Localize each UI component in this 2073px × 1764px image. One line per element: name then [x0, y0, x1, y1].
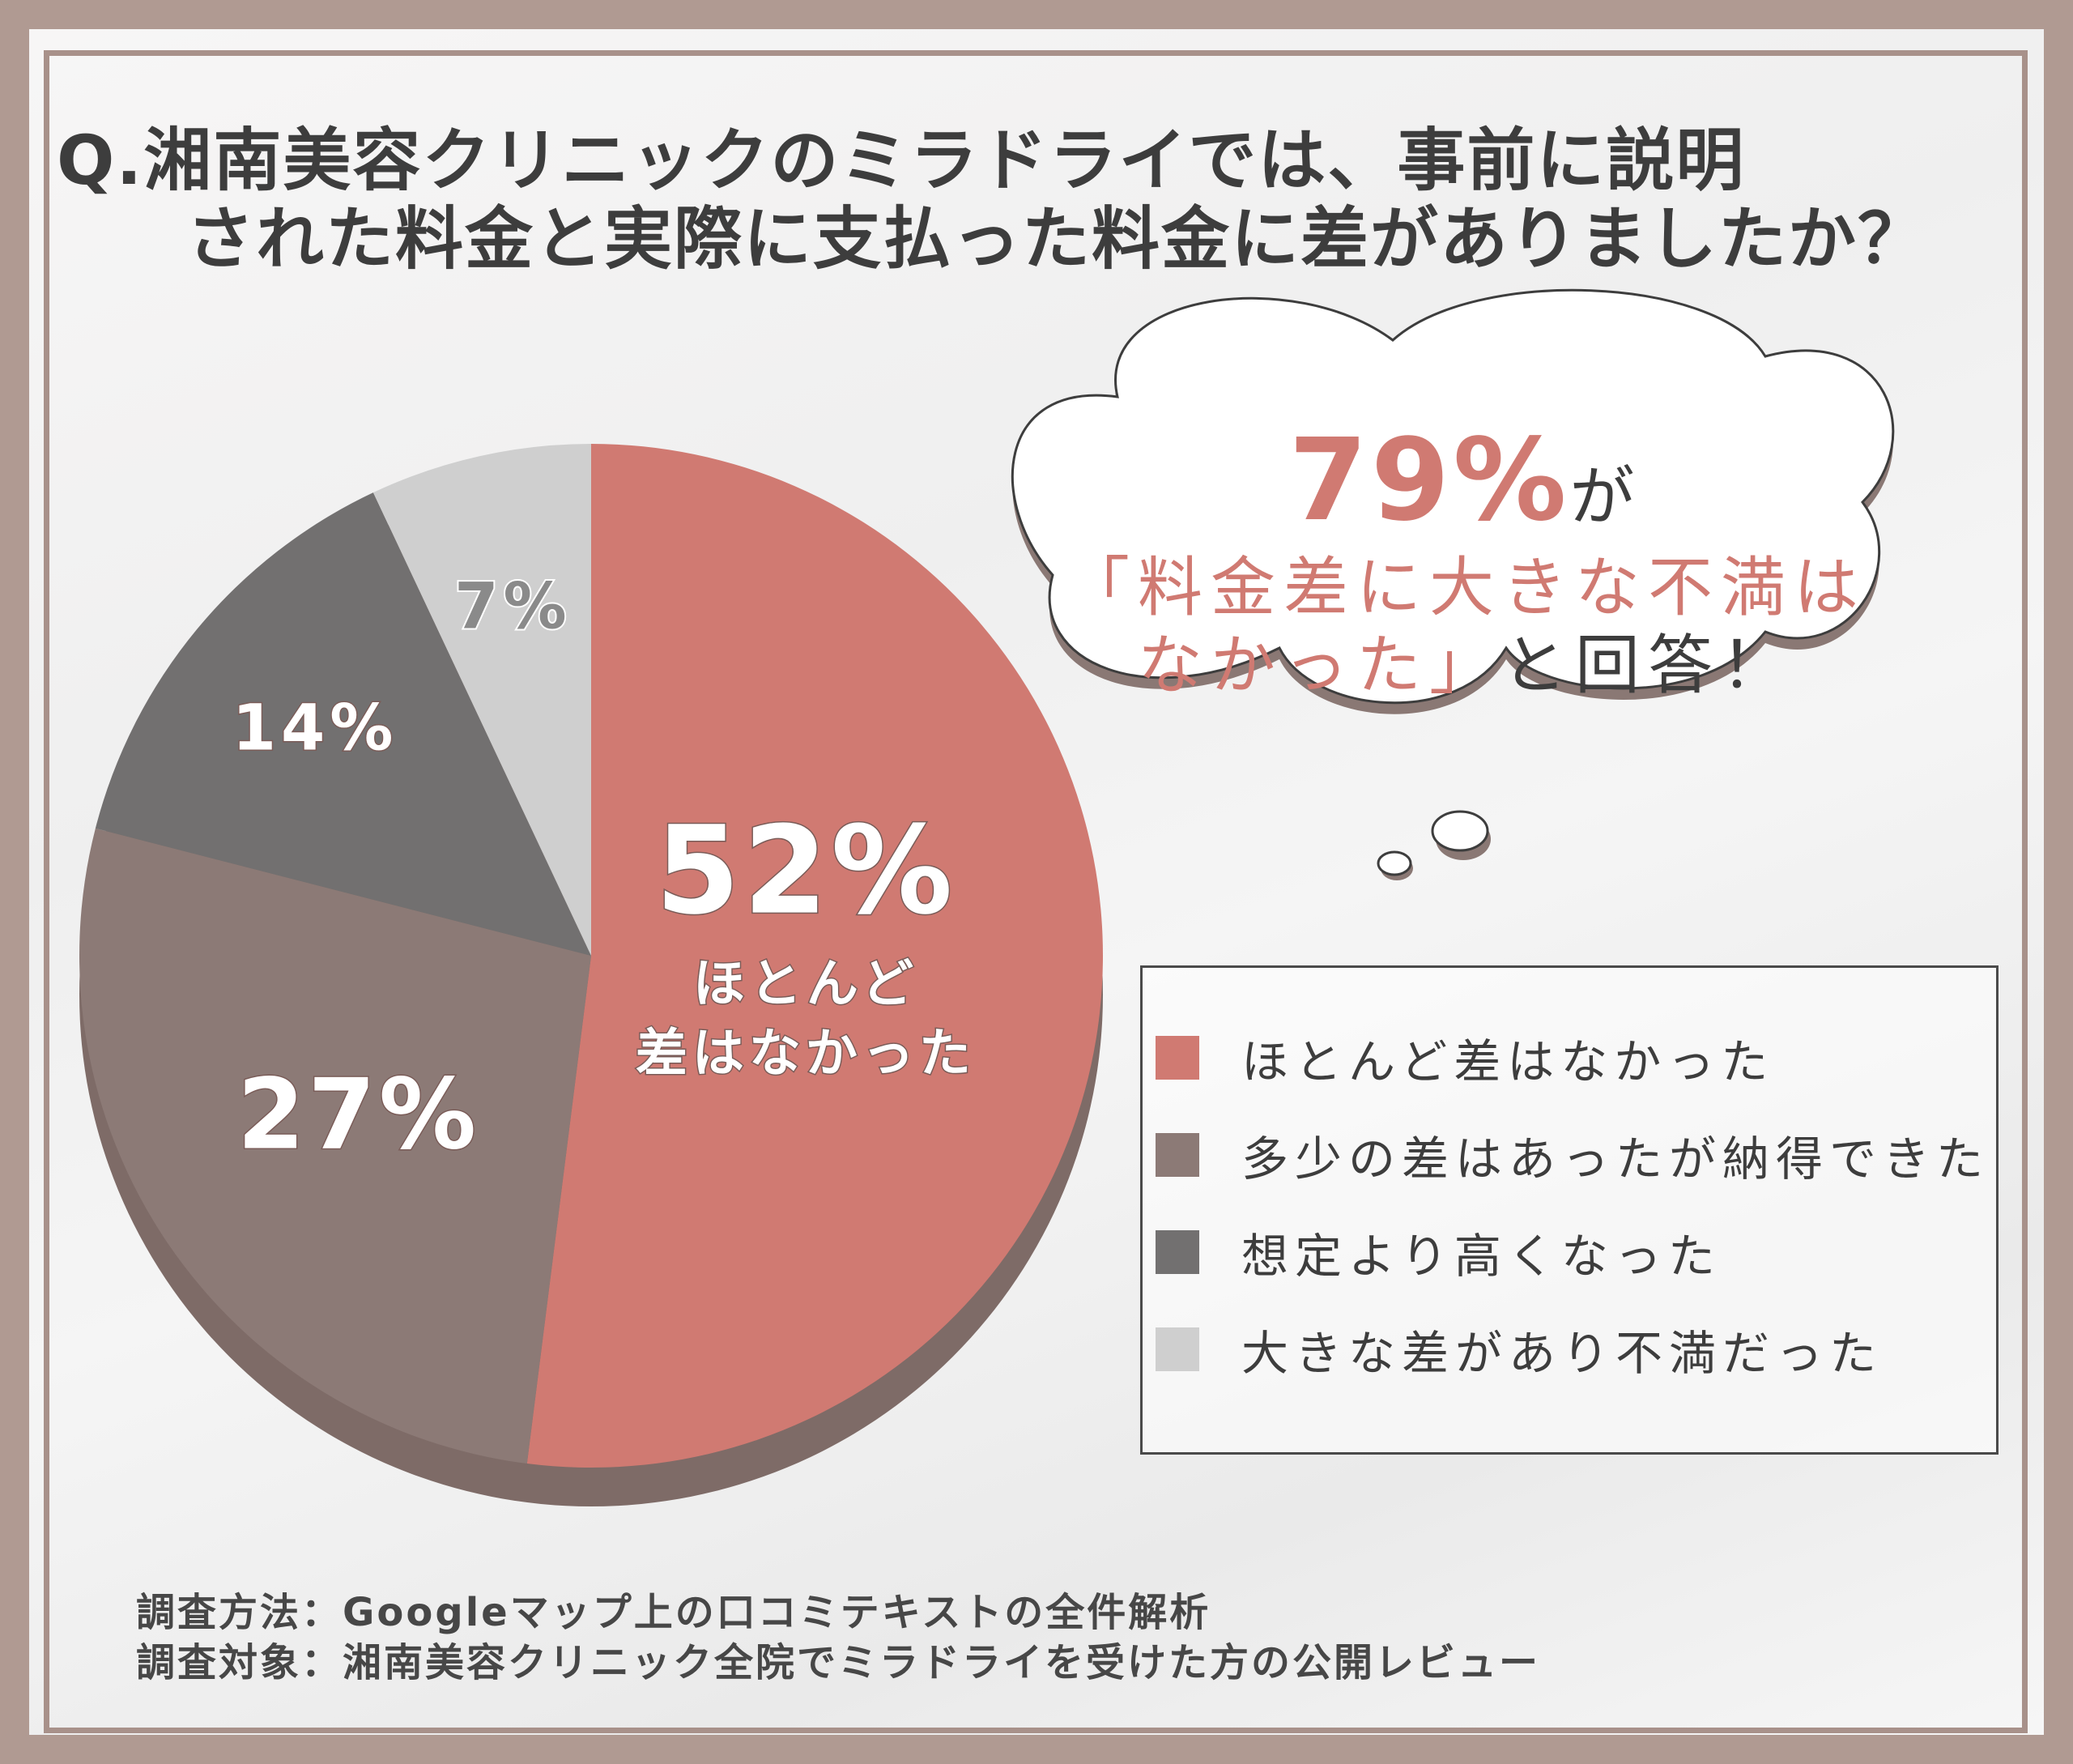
survey-footer: 調査方法：Googleマップ上の口コミテキストの全件解析 調査対象：湘南美容クリ…	[136, 1587, 1540, 1689]
card-frame	[44, 50, 2028, 1733]
question-title: Q.湘南美容クリニックのミラドライでは、事前に説明 された料金と実際に支払った料…	[57, 121, 2000, 279]
bubble-body	[1011, 288, 1895, 705]
callout-quote-line2: なかった」	[1138, 628, 1502, 703]
survey-method: 調査方法：Googleマップ上の口コミテキストの全件解析	[136, 1590, 1211, 1635]
pie-slice-1	[79, 828, 592, 1464]
legend-label-3: 大きな差があり不満だった	[1241, 1326, 1884, 1381]
callout-ga: が	[1569, 459, 1643, 535]
survey-target: 調査対象：湘南美容クリニック全院でミラドライを受けた方の公開レビュー	[136, 1640, 1541, 1686]
legend-label-2: 想定より高くなった	[1241, 1229, 1722, 1284]
pie-slice-0	[526, 444, 1103, 1468]
legend-item-3: 大きな差があり不満だった	[1156, 1321, 1883, 1381]
callout-percent: 79%	[1288, 415, 1570, 547]
question-title-line2: された料金と実際に支払った料金に差がありましたか？	[186, 199, 1928, 279]
question-title-line1: Q.湘南美容クリニックのミラドライでは、事前に説明	[57, 121, 1746, 200]
legend-swatch-1	[1156, 1133, 1199, 1177]
callout-quote-line1: 「料金差に大きな不満は	[1065, 550, 1867, 625]
pie-sublabel-0-0: ほとんど	[693, 955, 918, 1015]
pie-sublabel-0-1: 差はなかった	[636, 1025, 976, 1084]
legend-item-0: ほとんど差はなかった	[1156, 1029, 1774, 1089]
callout-text: 79%が 「料金差に大きな不満は なかった」と回答！	[1036, 413, 1895, 705]
callout-tail: と回答！	[1502, 628, 1794, 703]
legend-swatch-2	[1156, 1230, 1199, 1274]
legend-swatch-3	[1156, 1327, 1199, 1371]
pie-label-2: 14%	[232, 692, 398, 765]
pie-label-0: 52%	[655, 801, 956, 942]
bubble-dot-small	[1377, 850, 1412, 876]
legend-swatch-0	[1156, 1036, 1199, 1080]
legend-label-0: ほとんど差はなかった	[1241, 1034, 1775, 1089]
pie-label-1: 27%	[237, 1059, 479, 1171]
pie-slice-2	[95, 492, 591, 956]
bubble-dot-large	[1431, 810, 1489, 852]
legend-item-1: 多少の差はあったが納得できた	[1156, 1127, 1990, 1187]
legend-label-1: 多少の差はあったが納得できた	[1241, 1131, 1990, 1187]
pie-slice-3	[372, 444, 591, 956]
pie-label-3: 7%	[454, 571, 571, 644]
legend: ほとんど差はなかった 多少の差はあったが納得できた 想定より高くなった 大きな差…	[1140, 965, 1999, 1455]
legend-item-2: 想定より高くなった	[1156, 1224, 1722, 1284]
